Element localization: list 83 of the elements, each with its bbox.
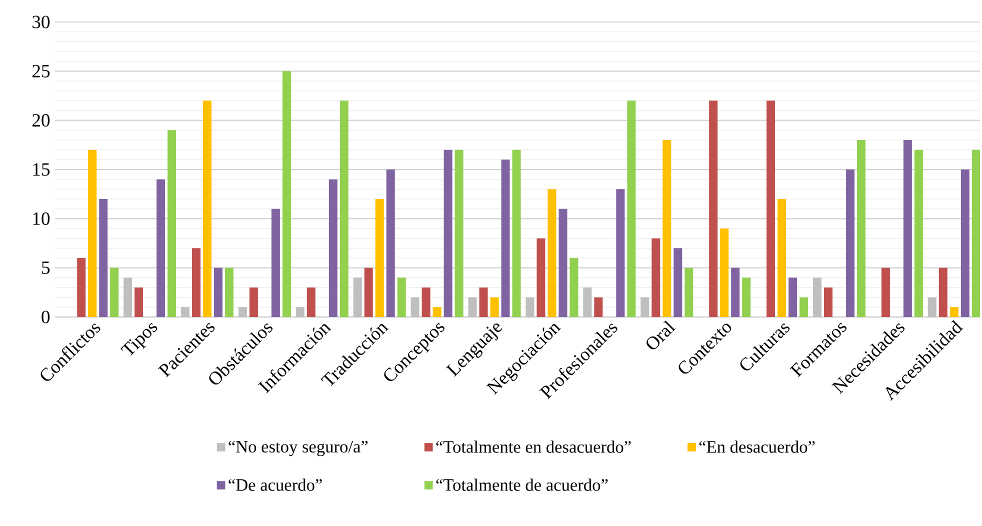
bar	[444, 150, 452, 317]
bar	[558, 208, 568, 317]
bar	[501, 160, 510, 317]
bar	[238, 307, 247, 317]
bar	[134, 288, 144, 317]
bar	[422, 288, 430, 317]
legend-label: “En desacuerdo”	[699, 440, 815, 453]
bar	[364, 268, 373, 317]
bar	[386, 170, 395, 317]
bar	[570, 258, 578, 317]
bar	[731, 268, 740, 317]
bar	[972, 150, 980, 317]
bar	[271, 208, 280, 317]
bar	[77, 258, 86, 317]
bar	[914, 150, 923, 317]
bar	[282, 71, 291, 317]
bar	[353, 278, 362, 317]
bar	[652, 238, 660, 317]
bar	[778, 199, 786, 317]
bar	[512, 150, 521, 317]
bar	[88, 150, 97, 317]
bar	[225, 268, 234, 317]
bar	[684, 268, 694, 317]
y-tick-label: 15	[33, 163, 50, 176]
bar	[812, 278, 822, 317]
bar	[594, 297, 603, 317]
bar	[124, 278, 132, 317]
y-tick-label: 20	[32, 114, 50, 127]
bar	[766, 100, 776, 317]
bar	[824, 288, 832, 317]
bar	[881, 268, 890, 317]
bar	[536, 238, 546, 317]
bar	[192, 248, 201, 317]
bar	[397, 278, 406, 317]
bar	[454, 150, 464, 317]
legend-label: “No estoy seguro/a”	[228, 440, 368, 456]
y-tick-label: 0	[42, 310, 50, 324]
bar	[249, 288, 258, 317]
bar	[662, 140, 672, 317]
bar	[214, 268, 223, 317]
bar	[640, 297, 650, 317]
bar	[846, 170, 854, 317]
bar	[432, 307, 442, 317]
bar	[720, 228, 729, 317]
x-tick-label: Oral	[646, 320, 676, 350]
bar	[181, 307, 190, 317]
bar	[110, 268, 119, 317]
bar	[583, 288, 592, 317]
bar	[168, 130, 176, 317]
bar	[490, 297, 499, 317]
y-tick-label: 30	[32, 16, 50, 28]
bar	[548, 189, 556, 317]
bar	[928, 297, 936, 317]
bar	[709, 100, 718, 317]
bar	[296, 307, 304, 317]
bar	[800, 297, 808, 317]
bar	[375, 199, 384, 317]
bar	[788, 278, 798, 317]
y-tick-label: 25	[32, 64, 50, 78]
bar	[960, 170, 970, 317]
legend-label: “Totalmente de acuerdo”	[436, 478, 608, 491]
bar	[328, 179, 338, 317]
bar	[468, 297, 477, 317]
bar	[616, 189, 625, 317]
bar	[99, 199, 108, 317]
bar	[479, 288, 488, 317]
bar	[938, 268, 948, 317]
bar	[627, 100, 636, 317]
y-tick-label: 5	[42, 262, 50, 274]
legend-label: “Totalmente en desacuerdo”	[436, 440, 631, 453]
bar	[410, 297, 420, 317]
y-tick-label: 10	[33, 212, 50, 225]
legend-label: “De acuerdo”	[228, 478, 322, 491]
bar	[156, 179, 166, 317]
bar	[526, 297, 534, 317]
bar	[950, 307, 958, 317]
bar	[306, 288, 316, 317]
bar	[903, 140, 912, 317]
bar	[856, 140, 866, 317]
bar	[674, 248, 682, 317]
bar	[742, 278, 751, 317]
bar	[340, 100, 348, 317]
bar	[203, 100, 212, 317]
